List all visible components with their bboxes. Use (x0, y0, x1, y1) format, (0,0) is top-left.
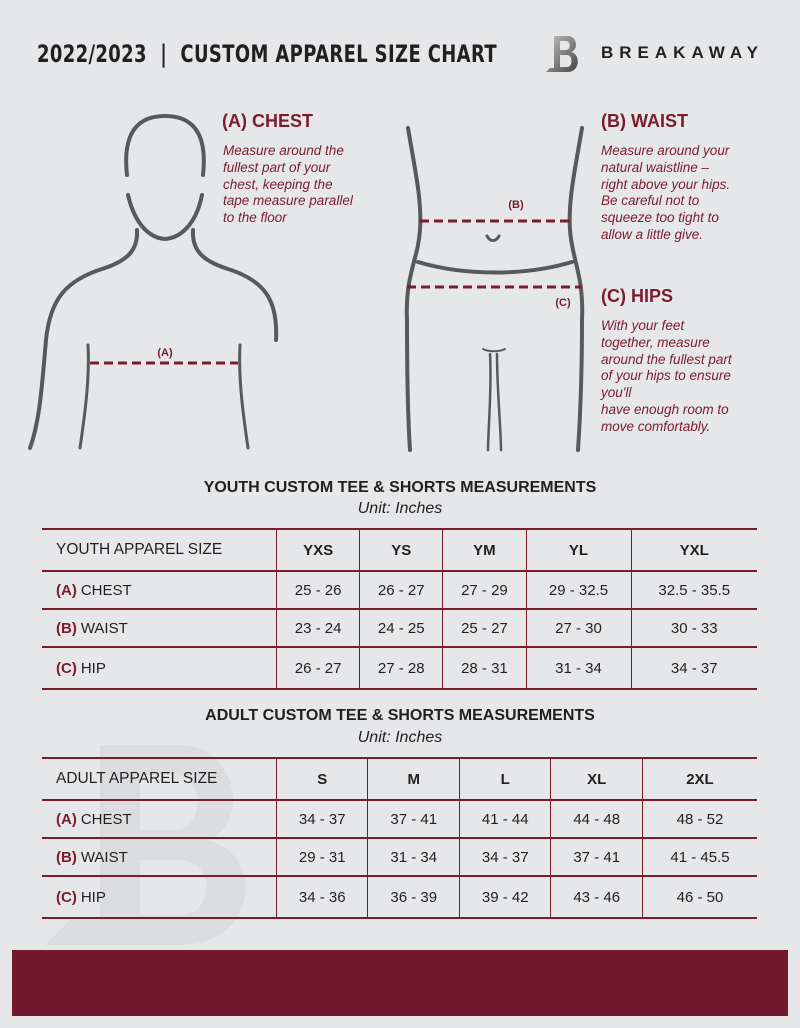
table-cell: 26 - 27 (275, 646, 360, 690)
table-cell: 25 - 27 (442, 608, 527, 648)
table-cell: YXS (275, 528, 360, 572)
table-cell: L (458, 757, 551, 801)
table-cell: 48 - 52 (641, 799, 757, 839)
footer-bar (12, 950, 788, 1016)
table-cell: YS (359, 528, 443, 572)
chest-figure-illustration: (A) (28, 113, 279, 450)
table-cell: YOUTH APPAREL SIZE (42, 528, 277, 572)
table-cell: 27 - 29 (442, 570, 527, 610)
table-cell: 34 - 37 (630, 646, 757, 690)
table-cell: 26 - 27 (359, 570, 443, 610)
table-cell: 25 - 26 (275, 570, 360, 610)
table-cell: 41 - 44 (458, 799, 551, 839)
table-cell: 23 - 24 (275, 608, 360, 648)
table-header-row: ADULT APPAREL SIZE S M L XL 2XL (42, 757, 757, 801)
table-cell: (A) CHEST (42, 570, 277, 610)
youth-table-title: YOUTH CUSTOM TEE & SHORTS MEASUREMENTS (203, 479, 597, 496)
table-cell: (B) WAIST (42, 608, 277, 648)
table-cell: 36 - 39 (367, 875, 460, 919)
table-cell: 32.5 - 35.5 (630, 570, 757, 610)
table-cell: XL (550, 757, 643, 801)
table-cell: 46 - 50 (641, 875, 757, 919)
table-row: (B) WAIST 23 - 24 24 - 25 25 - 27 27 - 30 30 -… (42, 608, 757, 648)
table-cell: (A) CHEST (42, 799, 277, 839)
table-cell: M (367, 757, 460, 801)
table-cell: 34 - 37 (275, 799, 368, 839)
table-cell: 34 - 37 (458, 837, 551, 877)
chest-marker: (A) (157, 347, 173, 359)
table-cell: YXL (630, 528, 757, 572)
table-header-row: YOUTH APPAREL SIZE YXS YS YM YL YXL (42, 528, 757, 572)
table-cell: 24 - 25 (359, 608, 443, 648)
breakaway-logo-icon (546, 36, 578, 72)
table-cell: YM (442, 528, 527, 572)
waist-description: Measure around your natural waistline – ri… (601, 143, 731, 242)
table-cell: 29 - 32.5 (525, 570, 632, 610)
hips-heading: (C) HIPS (601, 286, 673, 306)
table-cell: 31 - 34 (367, 837, 460, 877)
table-row: (A) CHEST 25 - 26 26 - 27 27 - 29 29 - 32.5 32… (42, 570, 757, 610)
table-cell: 29 - 31 (275, 837, 368, 877)
chest-description: Measure around the fullest part of your ch… (223, 143, 353, 226)
table-cell: 37 - 41 (367, 799, 460, 839)
adult-table-title: ADULT CUSTOM TEE & SHORTS MEASUREMENTS (205, 707, 595, 724)
chest-heading: (A) CHEST (222, 111, 313, 131)
table-cell: (B) WAIST (42, 837, 277, 877)
hips-description: With your feet together, measure around th… (601, 318, 732, 434)
adult-size-table: ADULT APPAREL SIZE S M L XL 2XL (A) CHEST 34 - … (42, 757, 757, 919)
table-row: (A) CHEST 34 - 37 37 - 41 41 - 44 44 - 48 48 -… (42, 799, 757, 839)
table-cell: (C) HIP (42, 646, 277, 690)
table-cell: 37 - 41 (550, 837, 643, 877)
waist-hips-figure-illustration: (B) (C) (404, 126, 585, 452)
table-cell: 2XL (641, 757, 757, 801)
page-title: 2022/2023 | CUSTOM APPAREL SIZE CHART (37, 40, 497, 68)
table-cell: 39 - 42 (458, 875, 551, 919)
table-cell: 27 - 30 (525, 608, 632, 648)
table-cell: (C) HIP (42, 875, 277, 919)
youth-size-table: YOUTH APPAREL SIZE YXS YS YM YL YXL (A) CHEST 2… (42, 528, 757, 690)
table-row: (B) WAIST 29 - 31 31 - 34 34 - 37 37 - 41 41 -… (42, 837, 757, 877)
table-cell: 34 - 36 (275, 875, 368, 919)
waist-heading: (B) WAIST (601, 111, 688, 131)
waist-marker: (B) (508, 199, 524, 211)
table-row: (C) HIP 34 - 36 36 - 39 39 - 42 43 - 46 46 - 5… (42, 875, 757, 919)
table-row: (C) HIP 26 - 27 27 - 28 28 - 31 31 - 34 34 - 3… (42, 646, 757, 690)
table-cell: 44 - 48 (550, 799, 643, 839)
brand-name: BREAKAWAY (601, 43, 764, 62)
hips-marker: (C) (555, 297, 571, 309)
adult-table-unit: Unit: Inches (357, 729, 443, 746)
table-cell: ADULT APPAREL SIZE (42, 757, 277, 801)
table-cell: 28 - 31 (442, 646, 527, 690)
table-cell: 41 - 45.5 (641, 837, 757, 877)
table-cell: S (275, 757, 368, 801)
table-cell: 27 - 28 (359, 646, 443, 690)
table-cell: YL (525, 528, 632, 572)
youth-table-unit: Unit: Inches (357, 500, 443, 517)
table-cell: 31 - 34 (525, 646, 632, 690)
table-cell: 30 - 33 (630, 608, 757, 648)
table-cell: 43 - 46 (550, 875, 643, 919)
